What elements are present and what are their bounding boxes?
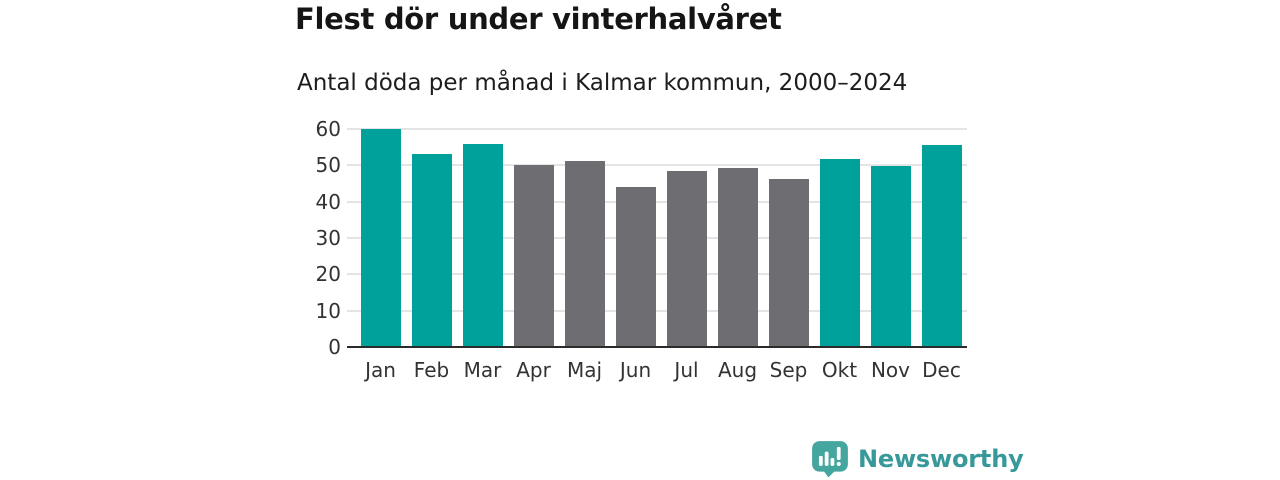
chart-title: Flest dör under vinterhalvåret (295, 2, 782, 36)
bar-okt (819, 159, 860, 347)
x-axis-line (347, 346, 967, 348)
bar-chart-plot-area: 0 10 20 30 40 50 60 Jan Feb Mar Apr Maj Jun Jul Aug Se… (316, 117, 967, 382)
y-tick-label-60: 60 (315, 117, 341, 141)
y-tick-label-10: 10 (315, 298, 341, 323)
bar-maj (564, 160, 605, 347)
newsworthy-logo-text: Newsworthy (858, 445, 1024, 473)
bar-dec (921, 145, 962, 347)
bar-jul (666, 170, 707, 347)
gridline-50 (347, 164, 967, 167)
gridline-60 (347, 128, 967, 130)
y-tick-label-30: 30 (315, 226, 341, 250)
bar-mar (462, 143, 503, 347)
x-tick-label-jul: Jul (674, 358, 699, 382)
bar-jan (360, 129, 401, 347)
bar-jun (615, 187, 656, 347)
gridline-30 (347, 237, 967, 239)
x-tick-label-mar: Mar (463, 358, 502, 382)
bar-aug (717, 167, 758, 347)
x-tick-label-jan: Jan (365, 358, 396, 382)
x-tick-label-sep: Sep (769, 358, 808, 382)
x-tick-label-maj: Maj (566, 358, 603, 382)
bar-feb (411, 154, 452, 347)
x-tick-label-okt: Okt (821, 358, 858, 382)
x-tick-label-apr: Apr (516, 358, 551, 382)
y-tick-label-0: 0 (328, 335, 341, 359)
bar-nov (870, 166, 911, 347)
bar-sep (768, 178, 809, 347)
y-tick-label-20: 20 (315, 262, 341, 287)
y-tick-label-40: 40 (315, 189, 341, 214)
chart-subtitle: Antal döda per månad i Kalmar kommun, 20… (297, 70, 908, 96)
gridline-10 (347, 309, 967, 312)
bar-apr (513, 164, 554, 347)
newsworthy-logo: Newsworthy (810, 440, 1024, 478)
x-tick-label-dec: Dec (922, 358, 961, 382)
gridline-20 (347, 273, 967, 276)
x-tick-label-feb: Feb (413, 358, 450, 382)
newsworthy-logo-icon (812, 441, 848, 478)
x-tick-label-aug: Aug (717, 358, 758, 382)
gridline-40 (347, 200, 967, 203)
x-tick-label-nov: Nov (870, 358, 911, 382)
y-tick-label-50: 50 (315, 153, 341, 178)
x-tick-label-jun: Jun (619, 358, 652, 382)
